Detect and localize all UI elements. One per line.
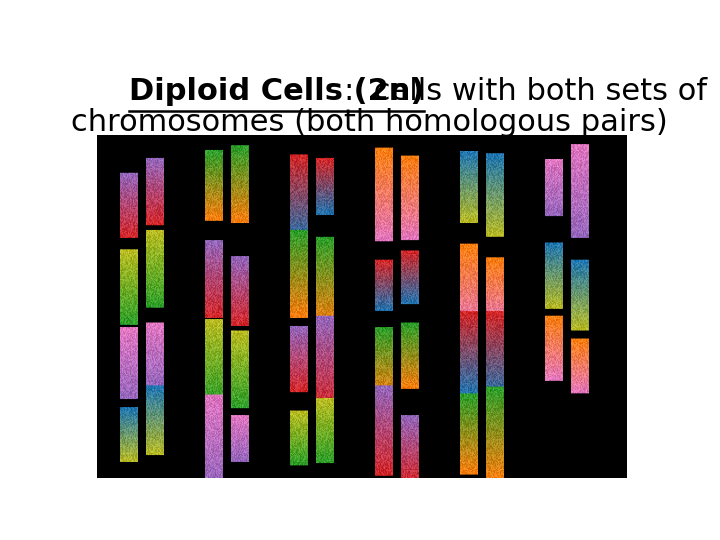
Text: :  cells with both sets of: : cells with both sets of	[344, 77, 707, 106]
Bar	[166, 168, 575, 433]
FancyBboxPatch shape	[129, 439, 609, 474]
Text: chromosomes (both homologous pairs): chromosomes (both homologous pairs)	[71, 107, 667, 137]
Text: 46 chromosomes/23 pairs in humans: 46 chromosomes/23 pairs in humans	[137, 445, 601, 469]
Text: Diploid Cells (2n): Diploid Cells (2n)	[129, 77, 424, 106]
